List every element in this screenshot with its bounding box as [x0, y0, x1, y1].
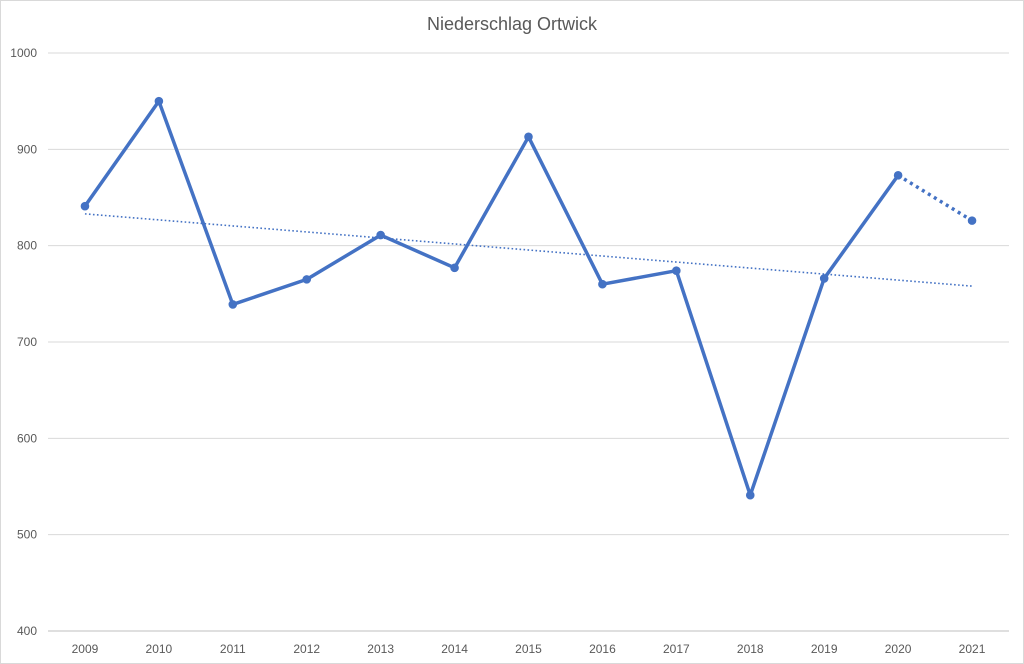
x-tick-label: 2012 — [293, 642, 320, 656]
y-tick-label: 900 — [17, 142, 37, 156]
y-tick-label: 500 — [17, 528, 37, 542]
data-point-2019 — [819, 274, 829, 283]
data-point-2017 — [672, 266, 681, 276]
x-tick-label: 2018 — [737, 642, 764, 656]
trendline-layer — [84, 213, 973, 287]
y-tick-label: 400 — [17, 624, 37, 638]
series-line-dotted-segment — [897, 173, 973, 223]
data-point-2010 — [154, 96, 164, 106]
data-point-2015 — [524, 132, 533, 142]
tick-labels: 400 500 600 700 800 900 1000 2009 2010 2011 2012 20… — [10, 46, 985, 656]
x-tick-label: 2016 — [589, 642, 616, 656]
y-tick-label: 1000 — [10, 46, 37, 60]
data-point-2013 — [376, 230, 385, 240]
trendline — [84, 213, 973, 287]
x-tick-label: 2011 — [220, 642, 246, 656]
data-point-2011 — [228, 300, 238, 309]
x-tick-label: 2021 — [959, 642, 986, 656]
data-point-2021 — [967, 216, 977, 225]
data-point-2012 — [302, 275, 312, 284]
series-layer — [80, 96, 977, 500]
y-tick-label: 600 — [17, 431, 37, 445]
x-tick-label: 2010 — [146, 642, 173, 656]
data-point-2016 — [598, 279, 607, 289]
x-tick-label: 2020 — [885, 642, 912, 656]
chart-title: Niederschlag Ortwick — [426, 14, 598, 34]
data-point-2014 — [450, 263, 459, 273]
data-point-2018 — [745, 490, 755, 500]
data-point-2020 — [893, 171, 903, 180]
x-tick-label: 2013 — [367, 642, 394, 656]
x-tick-label: 2019 — [811, 642, 838, 656]
x-tick-label: 2009 — [72, 642, 99, 656]
data-point-2009 — [80, 201, 90, 211]
gridlines — [48, 52, 1009, 536]
y-tick-label: 800 — [17, 239, 37, 253]
x-tick-label: 2014 — [441, 642, 468, 656]
series-line — [83, 99, 900, 497]
y-tick-label: 700 — [17, 335, 37, 349]
x-tick-label: 2015 — [515, 642, 542, 656]
x-tick-label: 2017 — [663, 642, 690, 656]
